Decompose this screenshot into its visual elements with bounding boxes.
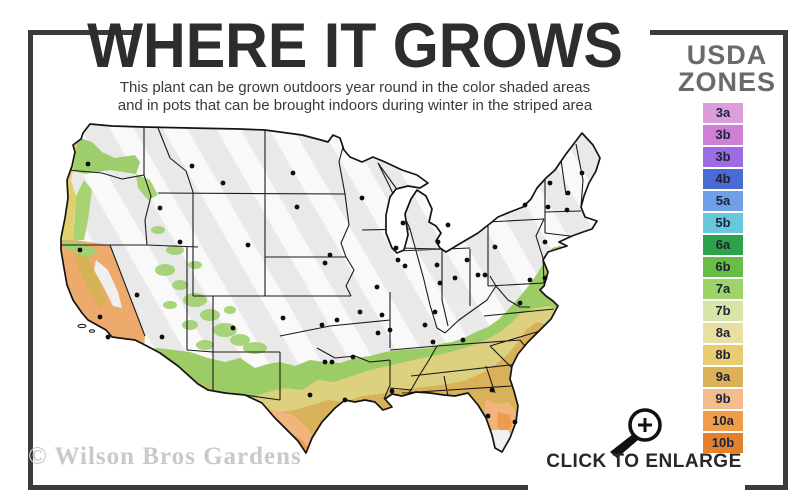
zone-swatch-5b: 5b bbox=[703, 213, 743, 233]
subtitle: This plant can be grown outdoors year ro… bbox=[25, 79, 685, 115]
map-california-valley-gold bbox=[74, 252, 106, 308]
map-city-dots bbox=[77, 161, 585, 425]
zone-swatch-5a: 5a bbox=[703, 191, 743, 211]
map-channel-islands bbox=[77, 323, 95, 333]
zone-swatch-4b: 4b bbox=[703, 169, 743, 189]
zone-swatch-3b: 3b bbox=[703, 147, 743, 167]
zone-swatch-8a: 8a bbox=[703, 323, 743, 343]
map-idaho-green-patch bbox=[136, 174, 158, 200]
zone-swatch-8b: 8b bbox=[703, 345, 743, 365]
magnifier-zoom-icon[interactable] bbox=[600, 402, 685, 462]
usda-zones-legend-title: USDA ZONES bbox=[664, 42, 790, 96]
zone-swatch-7b: 7b bbox=[703, 301, 743, 321]
frame-right bbox=[783, 30, 788, 490]
frame-bottom-right bbox=[745, 485, 788, 490]
map-mountain-west-green-patches bbox=[151, 226, 267, 354]
usda-zones-list: 3a 3b 3b 4b 5a 5b 6a 6b 7a 7b 8a 8b 9a 9b 10a 10b bbox=[703, 103, 745, 455]
frame-bottom-left bbox=[28, 485, 528, 490]
zone-swatch-9a: 9a bbox=[703, 367, 743, 387]
zone-swatch-10b: 10b bbox=[703, 433, 743, 453]
frame-top-right bbox=[650, 30, 788, 35]
frame-top-left bbox=[28, 30, 135, 35]
click-to-enlarge-label[interactable]: CLICK TO ENLARGE bbox=[546, 451, 742, 472]
zone-swatch-7a: 7a bbox=[703, 279, 743, 299]
map-oregon-coast-yellow bbox=[61, 180, 76, 240]
frame-left bbox=[28, 30, 33, 490]
zone-swatch-3b: 3b bbox=[703, 125, 743, 145]
page-title: WHERE IT GROWS bbox=[87, 11, 623, 82]
zone-swatch-6b: 6b bbox=[703, 257, 743, 277]
zone-swatch-6a: 6a bbox=[703, 235, 743, 255]
map-oregon-cascades-green bbox=[73, 180, 92, 240]
map-sierra-white-patch bbox=[94, 260, 122, 308]
zone-swatch-10a: 10a bbox=[703, 411, 743, 431]
subtitle-line-1: This plant can be grown outdoors year ro… bbox=[119, 79, 591, 96]
zone-swatch-9b: 9b bbox=[703, 389, 743, 409]
map-usa-outline bbox=[60, 123, 601, 454]
zone-swatch-3a: 3a bbox=[703, 103, 743, 123]
usa-zone-map-image[interactable] bbox=[40, 100, 620, 478]
legend-title-line-1: USDA bbox=[686, 40, 768, 70]
watermark: © Wilson Bros Gardens bbox=[28, 443, 302, 470]
subtitle-line-2: and in pots that can be brought indoors … bbox=[117, 97, 593, 114]
legend-title-line-2: ZONES bbox=[677, 67, 776, 97]
